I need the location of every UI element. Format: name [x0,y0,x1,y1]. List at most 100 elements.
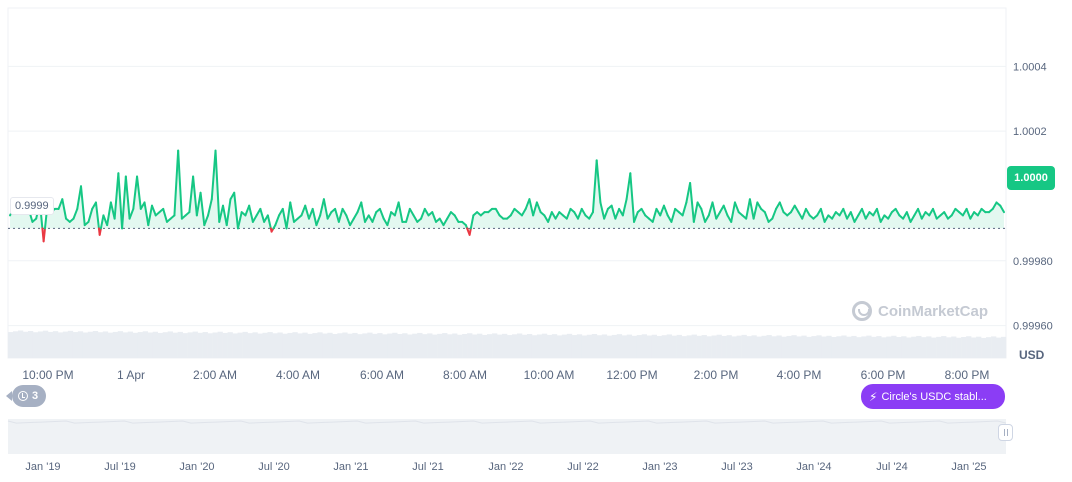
volume-bar [936,336,942,358]
volume-bar [536,334,543,358]
price-line-segment [793,204,800,214]
price-line-segment [763,211,770,223]
volume-bar [147,332,154,358]
area-segment [331,208,336,229]
grip-line [1003,429,1005,436]
volume-bar [551,334,558,358]
price-line-segment [748,198,755,220]
volume-bar [576,334,583,358]
price-line-segment [177,149,183,220]
volume-bar [447,334,453,358]
price-line-segment [322,198,329,220]
price-line-segment [117,172,124,230]
area-segment [555,212,560,229]
price-line-segment [423,207,430,217]
volume-bar [831,337,837,358]
price-line-segment [999,204,1005,214]
area-segment [675,208,679,229]
price-line-segment [532,201,538,217]
volume-bar [242,331,248,358]
area-segment [955,208,960,229]
volume-bar [437,333,443,358]
price-line-segment [405,207,411,223]
volume-bar [841,335,847,358]
volume-bar [911,336,917,358]
price-line-segment [629,172,636,223]
news-event-button[interactable]: ⚡ Circle's USDC stabl... [861,384,1005,409]
volume-bar [901,336,907,358]
area-segment [245,205,250,229]
volume-bar [8,332,14,358]
price-line-segment [864,211,871,220]
volume-bar [821,336,827,358]
y-axis: 1.0004 1.0002 0.99980 0.99960 [1013,61,1053,332]
volume-bar [177,331,183,358]
area-segment [832,212,836,229]
price-line-segment [360,201,366,223]
range-slider-handle[interactable] [998,424,1013,441]
volume-bar [991,336,997,358]
area-segment [488,208,493,229]
area-segment [409,208,414,229]
area-segment [551,212,556,229]
price-line-segment [61,198,68,220]
price-line-segment [326,211,333,220]
volume-bar [641,334,648,358]
area-segment [940,212,945,229]
area-segment [424,208,429,229]
watermark-text: CoinMarketCap [878,302,989,320]
price-line-segment [976,207,983,217]
volume-bar [182,333,188,358]
area-segment [458,221,463,229]
range-tick-label: Jan '20 [179,461,214,473]
price-line-segment [364,214,370,223]
volume-bar [791,335,797,358]
volume-bar [67,330,74,358]
area-segment [798,212,803,229]
area-segment [914,208,919,229]
volume-bar [492,333,498,358]
x-tick-label: 1 Apr [117,368,145,382]
volume-bar [676,334,682,358]
volume-bar [297,333,303,358]
volume-bar [427,333,433,358]
area-segment [716,212,720,229]
price-line-segment [162,207,168,223]
volume-bar [372,333,378,358]
volume-bar [382,334,388,358]
volume-bar [876,336,882,358]
volume-bar [776,335,782,358]
price-line-segment [804,207,811,217]
volume-bar [37,331,44,358]
volume-bar [212,332,218,358]
area-segment [589,212,593,229]
volume-bar [402,333,408,358]
price-line-segment [662,204,669,217]
price-line-segment [991,201,998,210]
volume-bar [282,333,288,358]
price-line-segment [274,214,281,227]
range-tick-label: Jan '22 [488,461,523,473]
price-line-segment [875,207,882,223]
volume-bar [666,334,672,358]
events-button[interactable]: 3 [5,385,47,407]
price-line-segment [468,227,472,236]
price-line-segment [849,211,856,223]
volume-bar [971,337,977,358]
price-line-segment [341,207,348,217]
price-line-segment [311,207,318,227]
price-line-segment [905,211,912,223]
price-line-segment [943,211,949,220]
x-tick-label: 8:00 PM [945,368,990,382]
volume-bar [142,331,149,358]
volume-bar [287,332,293,358]
volume-bar [17,330,24,358]
volume-bar [152,331,158,358]
volume-bar [621,335,628,358]
area-segment [570,208,575,229]
range-navigator[interactable] [8,419,1006,454]
volume-bar [357,334,363,358]
volume-bar [412,333,418,358]
